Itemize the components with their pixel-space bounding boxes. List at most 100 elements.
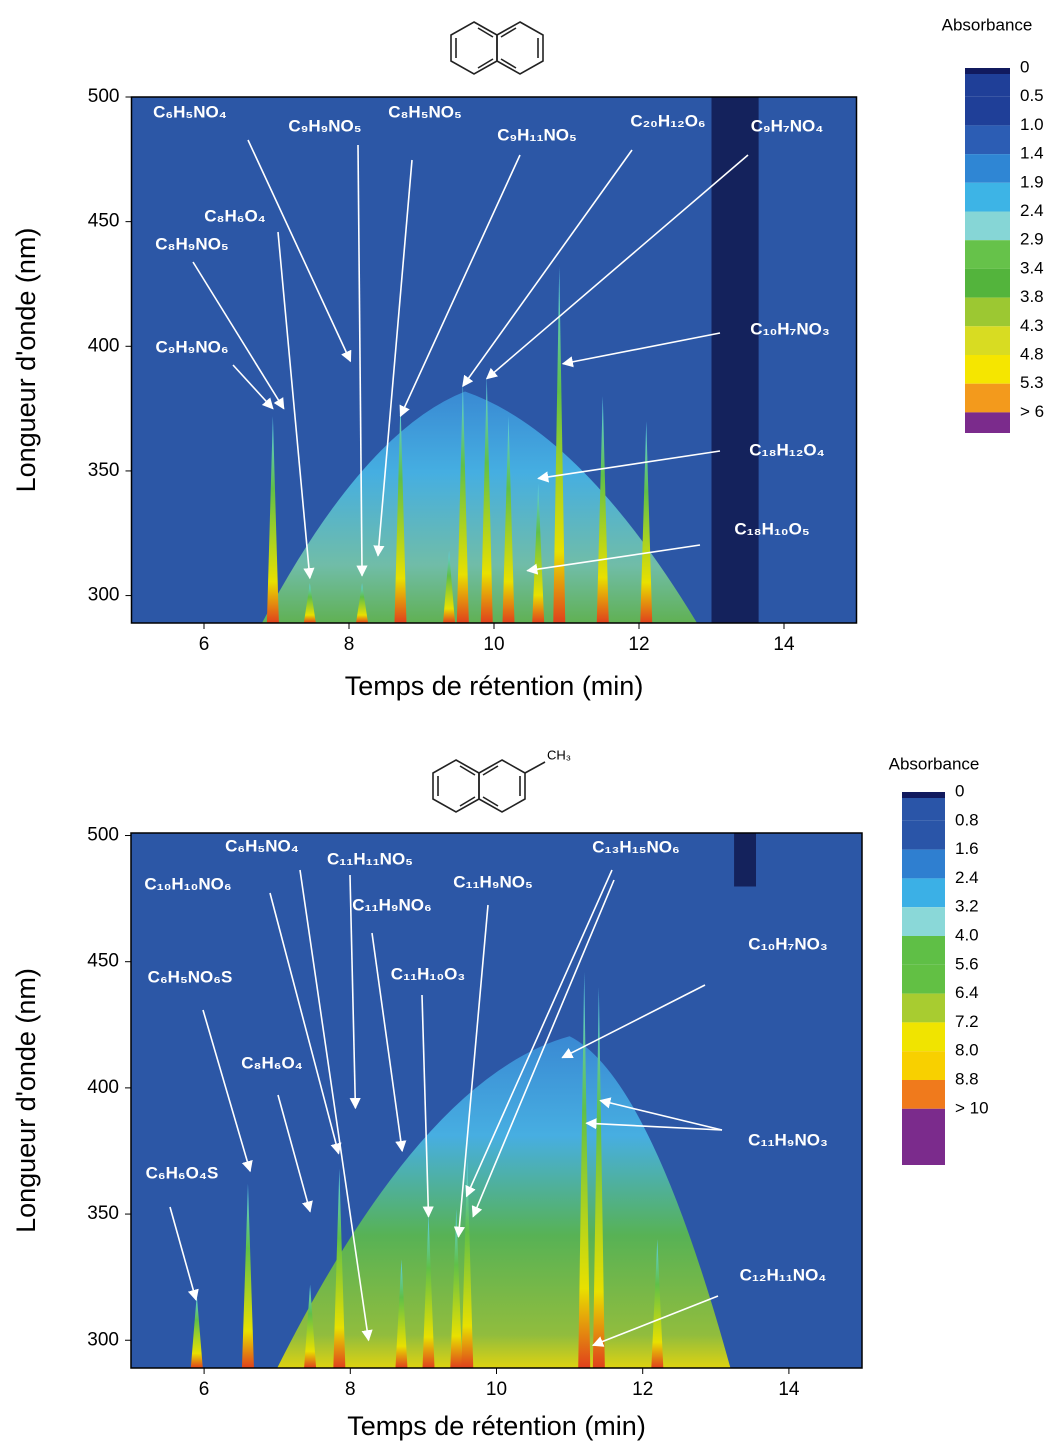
annotation-label: C₈H₉NO₅ <box>155 234 228 253</box>
colorbar-tick-label: 1.6 <box>955 839 979 858</box>
colorbar-tick-label: 4.8 <box>1020 344 1044 363</box>
colorbar-tick-label: 8.8 <box>955 1069 979 1088</box>
colorbar-swatch <box>965 68 1010 74</box>
y-tick-label: 450 <box>87 951 119 972</box>
colorbar-swatch <box>965 412 1010 433</box>
colorbar-swatch <box>902 878 945 908</box>
peak <box>356 583 369 623</box>
annotation-arrow <box>349 874 361 1110</box>
colorbar-swatch <box>902 792 945 798</box>
annotation-label: C₆H₅NO₆S <box>148 967 233 986</box>
x-axis-label: Temps de rétention (min) <box>345 671 644 701</box>
colorbar-swatch <box>965 74 1010 97</box>
x-axis-label: Temps de rétention (min) <box>347 1411 646 1441</box>
colorbar-swatch <box>965 297 1010 327</box>
x-tick-label: 14 <box>778 1379 800 1400</box>
colorbar-tick-label: 3.4 <box>1020 258 1044 277</box>
annotation-label: C₂₀H₁₂O₆ <box>630 111 705 130</box>
peak <box>333 1168 346 1368</box>
colorbar-tick-label: 4.3 <box>1020 316 1044 335</box>
peak <box>640 421 653 623</box>
peak <box>592 986 605 1368</box>
annotation-arrow <box>202 1009 253 1173</box>
y-tick-label: 500 <box>88 86 120 107</box>
colorbar-swatch <box>965 240 1010 269</box>
annotation-label: C₆H₆O₄S <box>146 1163 219 1182</box>
annotation-arrow <box>421 994 434 1218</box>
annotation-label: C₁₃H₁₅NO₆ <box>592 837 680 856</box>
structure-label: CH₃ <box>547 747 571 762</box>
colorbar-swatch <box>965 326 1010 355</box>
x-tick-label: 6 <box>199 1379 210 1400</box>
annotation-arrow <box>561 984 706 1059</box>
peak <box>443 550 456 623</box>
colorbar-swatch <box>902 907 945 936</box>
peak <box>266 416 279 623</box>
y-tick-label: 500 <box>87 825 119 846</box>
annotation-label: C₆H₅NO₄ <box>153 102 227 121</box>
annotation-arrow <box>277 231 315 580</box>
colorbar-swatch <box>902 820 945 850</box>
annotation-arrow <box>471 879 615 1218</box>
colorbar-tick-label: 6.4 <box>955 983 979 1002</box>
x-tick-label: 8 <box>345 1379 356 1400</box>
y-tick-label: 400 <box>87 1077 119 1098</box>
peak <box>553 266 566 623</box>
x-tick-label: 12 <box>632 1379 653 1400</box>
annotation-label: C₉H₇NO₄ <box>751 116 824 135</box>
annotation-arrow <box>169 1206 199 1301</box>
peak <box>241 1183 254 1368</box>
peak <box>480 376 493 623</box>
colorbar-swatch <box>965 383 1010 413</box>
x-tick-label: 10 <box>483 634 504 655</box>
peak <box>304 1284 317 1368</box>
peak <box>395 1259 408 1368</box>
colorbar-swatch <box>902 1051 945 1080</box>
colorbar-tick-label: 0 <box>1020 57 1029 76</box>
annotation-arrow <box>526 544 701 575</box>
annotation-label: C₈H₆O₄ <box>241 1053 303 1072</box>
x-tick-label: 10 <box>486 1379 507 1400</box>
colorbar-tick-label: 1.4 <box>1020 144 1044 163</box>
colorbar-tick-label: 5.6 <box>955 954 979 973</box>
colorbar-swatch <box>902 1022 945 1052</box>
annotation-arrow <box>591 1295 719 1347</box>
plot-area <box>131 833 862 1368</box>
peak <box>456 381 469 623</box>
colorbar-tick-label: 0.5 <box>1020 86 1044 105</box>
annotation-label: C₁₈H₁₂O₄ <box>749 440 824 459</box>
colorbar-swatch <box>902 964 945 994</box>
annotation-label: C₁₀H₁₀NO₆ <box>144 874 231 893</box>
colorbar-swatch <box>965 182 1010 212</box>
colorbar-swatch <box>965 268 1010 298</box>
annotation-arrow <box>299 869 373 1342</box>
annotation-label: C₁₈H₁₀O₅ <box>734 519 809 538</box>
colorbar-swatch <box>902 798 945 821</box>
y-axis-label: Longueur d'onde (nm) <box>11 228 41 493</box>
annotation-label: C₁₀H₇NO₃ <box>748 934 827 953</box>
peak <box>532 483 545 623</box>
colorbar-title: Absorbance <box>889 754 980 773</box>
y-axis-label: Longueur d'onde (nm) <box>11 968 41 1233</box>
annotation-label: C₁₁H₁₀O₃ <box>391 964 465 983</box>
colorbar-tick-label: 4.0 <box>955 925 979 944</box>
colorbar-swatch <box>902 1080 945 1109</box>
colorbar-tick-label: 0.8 <box>955 810 979 829</box>
annotation-arrow <box>247 139 352 363</box>
colorbar-swatch <box>965 96 1010 126</box>
peak <box>190 1294 203 1368</box>
colorbar-tick-label: 2.4 <box>1020 201 1044 220</box>
colorbar-swatch <box>902 936 945 965</box>
colorbar-swatch <box>965 355 1010 384</box>
x-tick-label: 12 <box>628 634 649 655</box>
structure <box>450 21 544 75</box>
colorbar-tick-label: 8.0 <box>955 1041 979 1060</box>
colorbar-tick-label: 1.9 <box>1020 172 1044 191</box>
peak <box>651 1239 664 1368</box>
annotation-arrow <box>269 892 342 1155</box>
peak <box>450 1209 463 1368</box>
annotation-label: C₉H₁₁NO₅ <box>497 125 577 144</box>
annotation-label: C₁₂H₁₁NO₄ <box>740 1265 827 1284</box>
annotation-arrow <box>599 1097 723 1131</box>
